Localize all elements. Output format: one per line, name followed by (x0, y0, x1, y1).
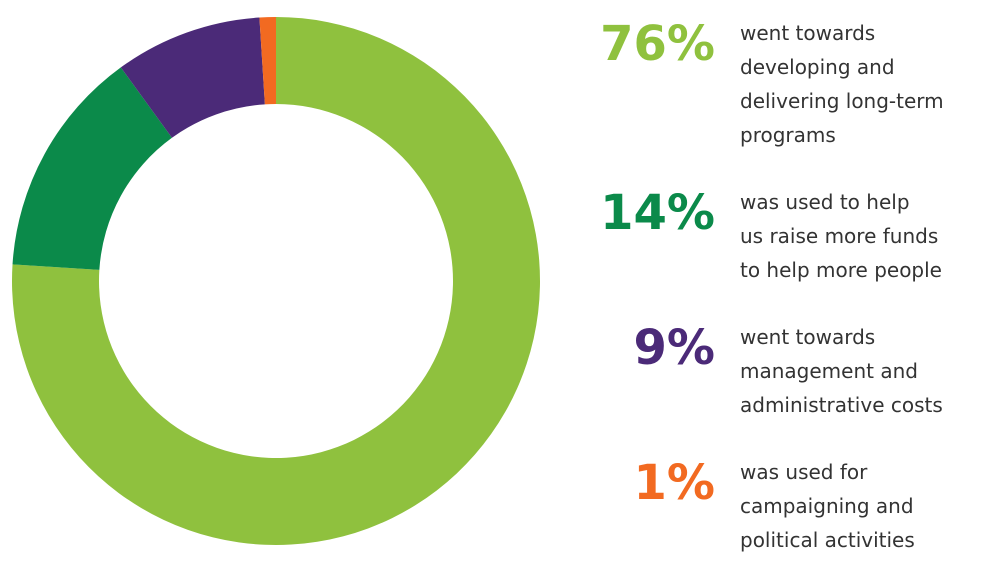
legend-percent: 1% (633, 455, 716, 511)
legend-percent: 14% (600, 185, 715, 241)
donut-slice-programs (12, 17, 541, 545)
legend-description: was used to help us raise more funds to … (740, 190, 942, 282)
donut-slice-management (120, 17, 265, 138)
legend-percent: 9% (633, 320, 716, 376)
donut-slice-fundraising (12, 67, 172, 270)
donut-slice-campaigning (259, 17, 276, 105)
legend-description: was used for campaigning and political a… (740, 460, 915, 552)
legend-item-campaigning: 1% was used for campaigning and politica… (600, 455, 990, 585)
legend-description: went towards developing and delivering l… (740, 21, 944, 147)
legend-item-management: 9% went towards management and administr… (600, 320, 990, 450)
legend-item-programs: 76% went towards developing and deliveri… (600, 16, 990, 147)
legend-description: went towards management and administrati… (740, 325, 943, 417)
legend-percent: 76% (600, 16, 715, 72)
donut-chart (12, 17, 541, 545)
legend-item-fundraising: 14% was used to help us raise more funds… (600, 185, 990, 315)
